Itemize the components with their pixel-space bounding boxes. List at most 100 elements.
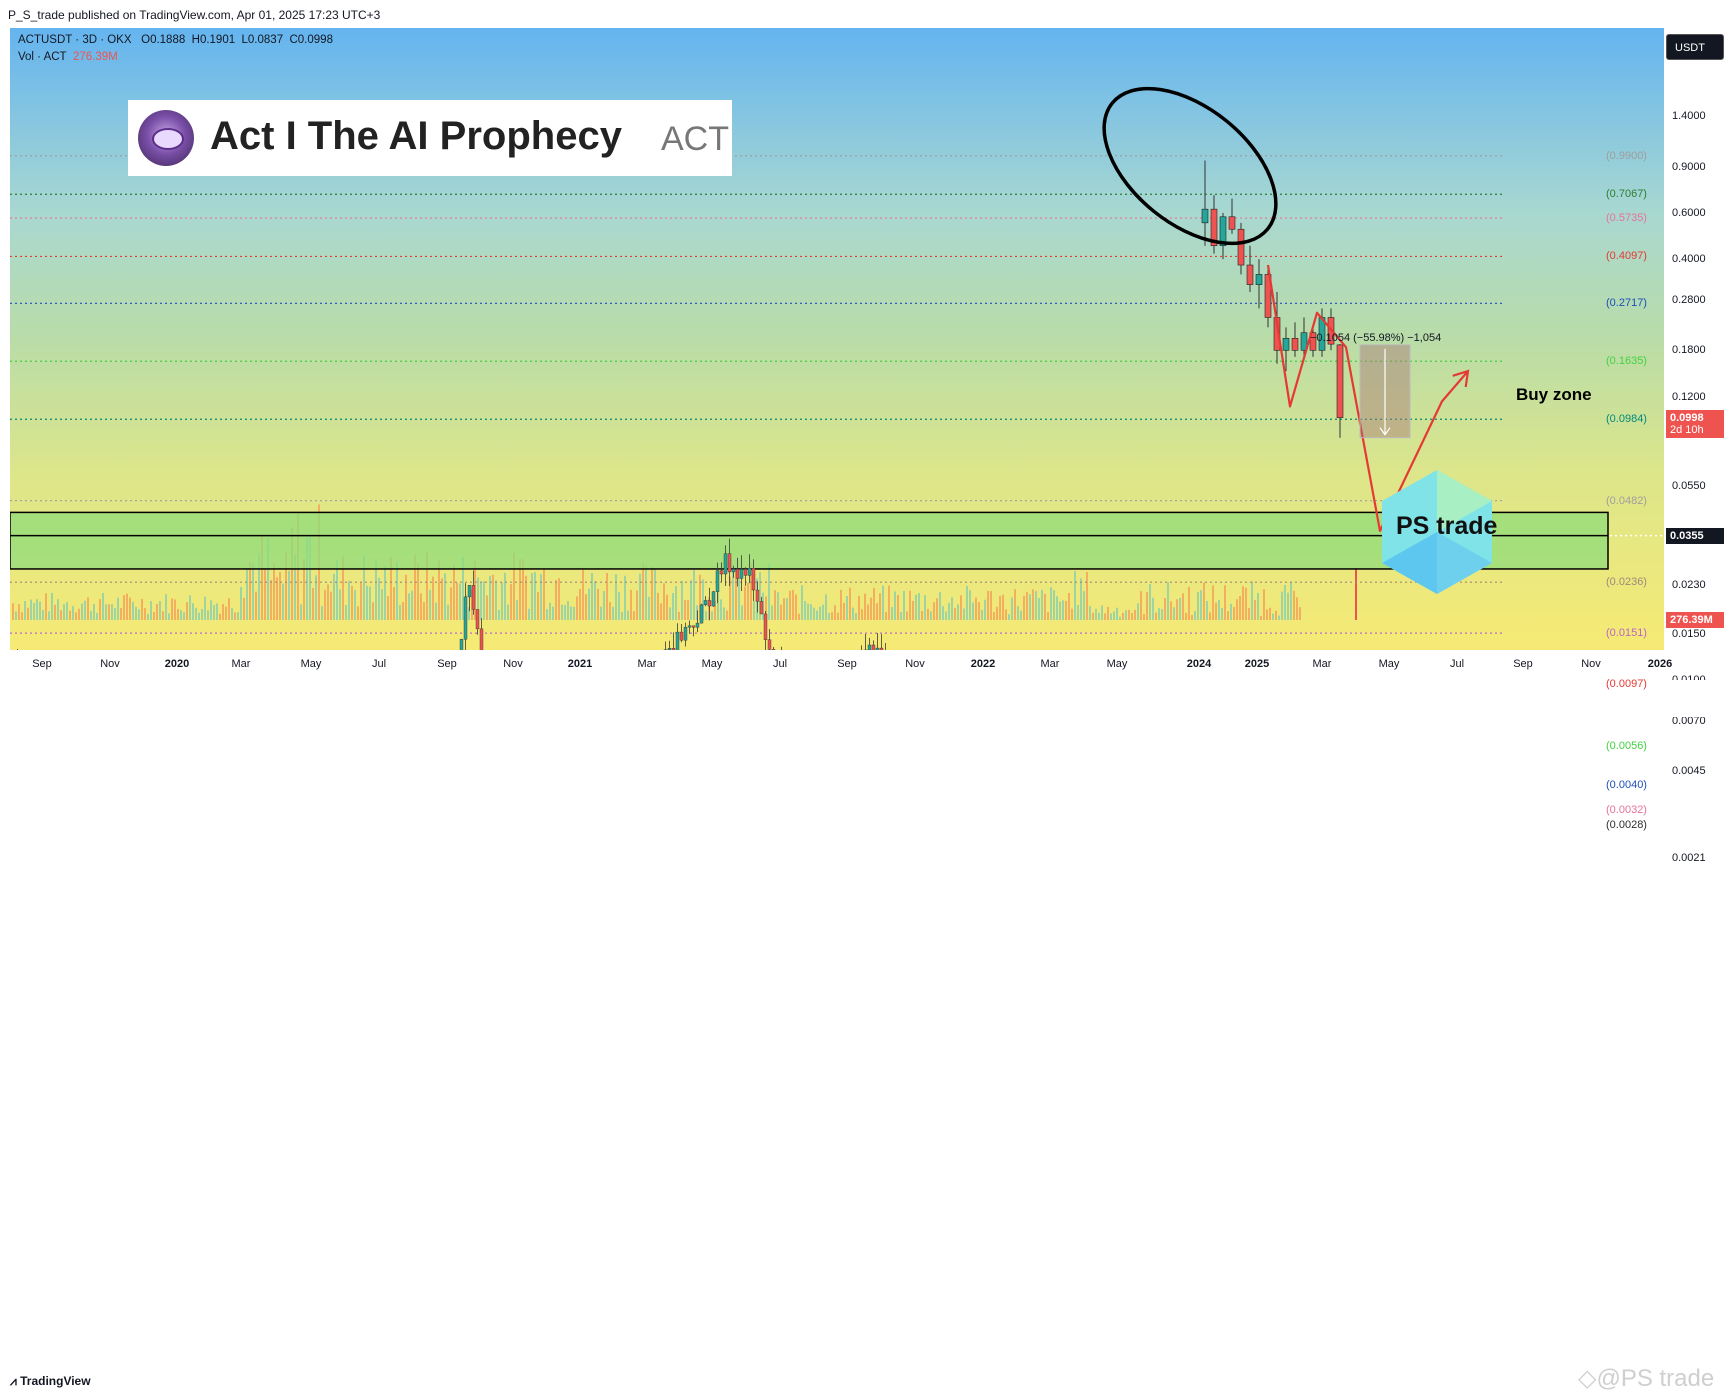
volume-bar [867, 604, 869, 620]
volume-bar [678, 612, 680, 620]
legend-symbol[interactable]: ACTUSDT · 3D · OKX [18, 34, 132, 46]
volume-bar [192, 603, 194, 620]
volume-bar [366, 586, 368, 620]
volume-bar [150, 601, 152, 620]
history-candle [700, 605, 703, 623]
time-tick: Nov [503, 658, 523, 670]
volume-bar [1071, 609, 1073, 620]
time-tick: Mar [638, 658, 657, 670]
volume-bar [561, 605, 563, 620]
volume-bar [177, 609, 179, 620]
volume-bar [822, 605, 824, 620]
history-candle [744, 569, 747, 575]
volume-bar [975, 598, 977, 620]
volume-bar [783, 598, 785, 620]
volume-bar [141, 599, 143, 620]
fib-label: (0.5735) [1606, 212, 1647, 224]
volume-bar [243, 598, 245, 620]
time-tick: Sep [437, 658, 457, 670]
volume-bar [1110, 613, 1112, 620]
volume-bar [228, 598, 230, 620]
volume-bar [786, 598, 788, 620]
price-tick: 0.0021 [1672, 852, 1706, 864]
volume-bar [621, 612, 623, 620]
volume-bar [423, 602, 425, 620]
volume-bar [345, 605, 347, 620]
volume-bar [639, 574, 641, 620]
volume-bar [1074, 571, 1076, 620]
volume-bar [651, 567, 653, 620]
volume-bar [618, 592, 620, 620]
volume-bar [780, 605, 782, 620]
volume-bar [357, 606, 359, 620]
time-tick: May [301, 658, 322, 670]
volume-bar [330, 592, 332, 620]
tradingview-logo[interactable]: ⩘ TradingView [10, 1374, 91, 1389]
history-candle [688, 626, 691, 627]
volume-bar [369, 587, 371, 620]
price-tick: 0.6000 [1672, 207, 1706, 219]
history-candle [476, 609, 479, 628]
volume-bar [804, 601, 806, 620]
volume-bar [918, 593, 920, 620]
price-tick: 0.1800 [1672, 344, 1706, 356]
volume-bar [435, 603, 437, 620]
history-candle [480, 629, 483, 650]
volume-bar [687, 600, 689, 620]
volume-bar [381, 589, 383, 620]
volume-bar [1140, 591, 1142, 620]
legend-volume-label[interactable]: Vol · ACT [18, 51, 67, 63]
volume-bar [1206, 601, 1208, 620]
volume-bar [552, 607, 554, 620]
volume-bar [897, 595, 899, 620]
fib-label: (0.4097) [1606, 250, 1647, 262]
volume-bar [1233, 607, 1235, 620]
time-tick: May [702, 658, 723, 670]
volume-bar [972, 602, 974, 620]
volume-bar [720, 599, 722, 620]
volume-bar [609, 602, 611, 620]
volume-bar [846, 596, 848, 620]
volume-bar [873, 588, 875, 620]
volume-bar [105, 604, 107, 620]
volume-bar [1275, 611, 1277, 620]
volume-bar [1173, 607, 1175, 620]
volume-bar [705, 611, 707, 620]
volume-bar [894, 591, 896, 620]
volume-bar [1086, 572, 1088, 620]
volume-bar [753, 601, 755, 620]
time-tick: Jul [773, 658, 787, 670]
volume-bar [153, 612, 155, 620]
volume-bar [816, 611, 818, 620]
volume-bar [630, 590, 632, 620]
ps-trade-watermark: ◇@PS trade [1578, 1364, 1714, 1393]
volume-bar [1080, 578, 1082, 620]
volume-bar [1002, 595, 1004, 620]
volume-bar [1287, 593, 1289, 620]
volume-bar [915, 595, 917, 620]
volume-bar [1131, 613, 1133, 620]
volume-bar [690, 580, 692, 620]
time-tick: Mar [232, 658, 251, 670]
volume-bar [1116, 608, 1118, 620]
volume-bar [819, 607, 821, 620]
currency-button[interactable]: USDT [1666, 34, 1724, 60]
volume-bar [453, 565, 455, 620]
history-candle [720, 571, 723, 574]
volume-bar [990, 591, 992, 620]
time-tick: 2020 [165, 658, 189, 670]
volume-bar [582, 567, 584, 620]
volume-bar [441, 578, 443, 620]
volume-bar [1104, 613, 1106, 620]
volume-bar [891, 607, 893, 620]
time-tick: Sep [1513, 658, 1533, 670]
volume-bar [276, 577, 278, 620]
volume-bar [27, 608, 29, 620]
act-candle [1202, 209, 1208, 223]
volume-bar [450, 587, 452, 620]
volume-bar [1017, 606, 1019, 620]
volume-bar [591, 573, 593, 620]
volume-bar [171, 598, 173, 620]
